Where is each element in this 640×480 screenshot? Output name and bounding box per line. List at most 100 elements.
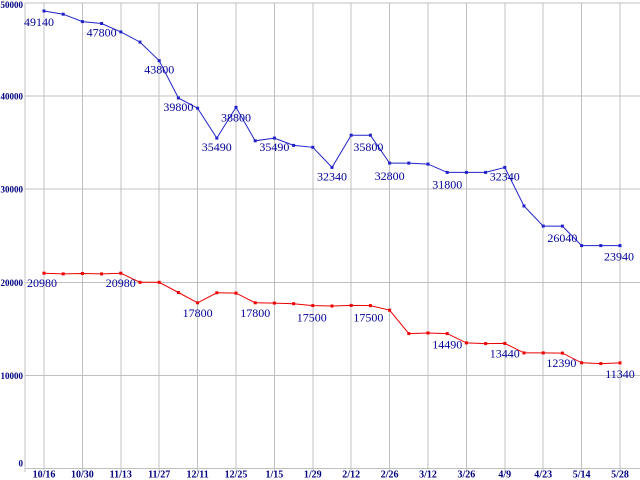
data-point-label: 11340 xyxy=(605,367,635,381)
data-point-label: 39800 xyxy=(163,100,193,114)
data-point-marker xyxy=(100,272,104,276)
data-point-label: 17500 xyxy=(353,311,383,325)
data-point-marker xyxy=(100,22,104,25)
data-point-marker xyxy=(176,96,180,100)
x-axis-tick-label: 3/12 xyxy=(419,470,437,480)
data-point-marker xyxy=(292,302,296,306)
data-point-marker xyxy=(368,304,372,308)
data-point-marker xyxy=(484,170,488,174)
data-point-label: 32340 xyxy=(490,169,520,183)
y-axis-tick-label: 50000 xyxy=(1,0,24,10)
data-point-marker xyxy=(215,136,219,140)
data-point-label: 26040 xyxy=(547,231,577,245)
y-axis-tick-label: 30000 xyxy=(1,185,24,195)
data-point-marker xyxy=(503,341,507,345)
data-point-marker xyxy=(426,331,430,335)
data-point-marker xyxy=(253,139,257,143)
y-axis-tick-label: 10000 xyxy=(1,371,24,381)
data-point-marker xyxy=(330,304,334,308)
y-axis-tick-label: 0 xyxy=(19,459,24,469)
data-point-marker xyxy=(119,271,123,275)
data-point-marker xyxy=(541,224,545,228)
x-axis-tick-label: 2/26 xyxy=(381,470,399,480)
data-point-marker xyxy=(196,301,200,305)
data-point-marker xyxy=(61,272,65,276)
data-point-marker xyxy=(80,272,84,275)
data-point-marker xyxy=(234,291,238,295)
data-point-marker xyxy=(484,342,488,346)
data-point-marker xyxy=(311,145,315,149)
x-axis-tick-label: 10/16 xyxy=(33,470,56,480)
data-point-label: 35490 xyxy=(259,140,289,154)
data-point-marker xyxy=(388,308,392,312)
x-axis-tick-label: 1/29 xyxy=(304,470,322,480)
grid-lines xyxy=(24,2,640,472)
data-point-marker xyxy=(272,136,276,140)
data-point-marker xyxy=(522,351,526,355)
data-point-marker xyxy=(157,59,161,63)
lower-price-series: 20980 20980 17800 17800 17500 17500 14490 13440… xyxy=(27,271,635,381)
x-axis-tick-label: 3/26 xyxy=(458,470,476,480)
x-axis-tick-label: 1/15 xyxy=(266,470,284,480)
data-point-marker xyxy=(42,271,46,275)
x-axis-labels: 10/16 10/30 11/13 11/27 12/11 12/25 1/15 1/29 2/… xyxy=(33,470,629,480)
x-axis-tick-label: 11/13 xyxy=(110,470,132,480)
data-point-marker xyxy=(176,291,180,294)
data-point-label: 17500 xyxy=(297,311,327,325)
data-point-label: 23940 xyxy=(604,250,634,264)
data-point-marker xyxy=(426,162,430,166)
data-point-marker xyxy=(618,361,622,365)
data-point-label: 17800 xyxy=(240,306,270,320)
data-point-label: 14490 xyxy=(432,338,462,352)
data-point-marker xyxy=(503,165,507,169)
y-axis-tick-label: 40000 xyxy=(1,92,24,102)
data-point-marker xyxy=(445,332,449,336)
data-point-marker xyxy=(80,20,84,24)
data-point-marker xyxy=(253,301,257,305)
data-point-label: 49140 xyxy=(24,15,54,29)
x-axis-tick-label: 5/14 xyxy=(573,470,591,480)
data-point-marker xyxy=(61,12,65,16)
data-point-marker xyxy=(560,351,564,355)
x-axis-tick-label: 11/27 xyxy=(148,470,170,480)
data-point-marker xyxy=(407,161,411,165)
data-point-marker xyxy=(292,143,296,147)
upper-price-series-labels: 49140 47800 43800 39800 35490 38800 35490 32340… xyxy=(24,15,634,264)
y-axis-tick-label: 20000 xyxy=(1,278,24,288)
data-point-marker xyxy=(464,341,468,345)
data-point-marker xyxy=(138,40,142,44)
data-point-label: 47800 xyxy=(87,26,117,40)
data-point-marker xyxy=(618,244,622,248)
data-point-marker xyxy=(388,161,392,165)
data-point-marker xyxy=(138,280,142,284)
data-point-marker xyxy=(272,301,276,305)
data-point-label: 20980 xyxy=(106,276,136,290)
data-point-marker xyxy=(599,244,603,248)
data-point-marker xyxy=(42,9,46,13)
data-point-label: 31800 xyxy=(432,177,462,191)
data-point-marker xyxy=(119,30,123,34)
x-axis-tick-label: 2/12 xyxy=(342,470,360,480)
data-point-marker xyxy=(215,291,219,295)
data-point-marker xyxy=(522,204,526,208)
x-axis-tick-label: 4/9 xyxy=(498,470,511,480)
x-axis-tick-label: 12/25 xyxy=(225,470,248,480)
data-point-marker xyxy=(580,361,584,365)
data-point-marker xyxy=(560,224,564,228)
data-point-marker xyxy=(580,244,584,248)
lower-price-series-labels: 20980 20980 17800 17800 17500 17500 14490 13440… xyxy=(27,276,635,381)
data-point-marker xyxy=(541,351,545,355)
data-point-marker xyxy=(464,170,468,174)
upper-price-series: 49140 47800 43800 39800 35490 38800 35490 32340… xyxy=(24,9,634,264)
data-point-marker xyxy=(368,133,372,137)
data-point-marker xyxy=(157,280,161,284)
data-point-label: 20980 xyxy=(27,276,57,290)
data-point-marker xyxy=(234,105,238,109)
data-point-label: 32800 xyxy=(375,169,405,183)
data-point-marker xyxy=(349,133,353,137)
data-point-marker xyxy=(445,170,449,174)
data-point-label: 43800 xyxy=(144,63,174,77)
data-point-label: 13440 xyxy=(490,346,520,360)
